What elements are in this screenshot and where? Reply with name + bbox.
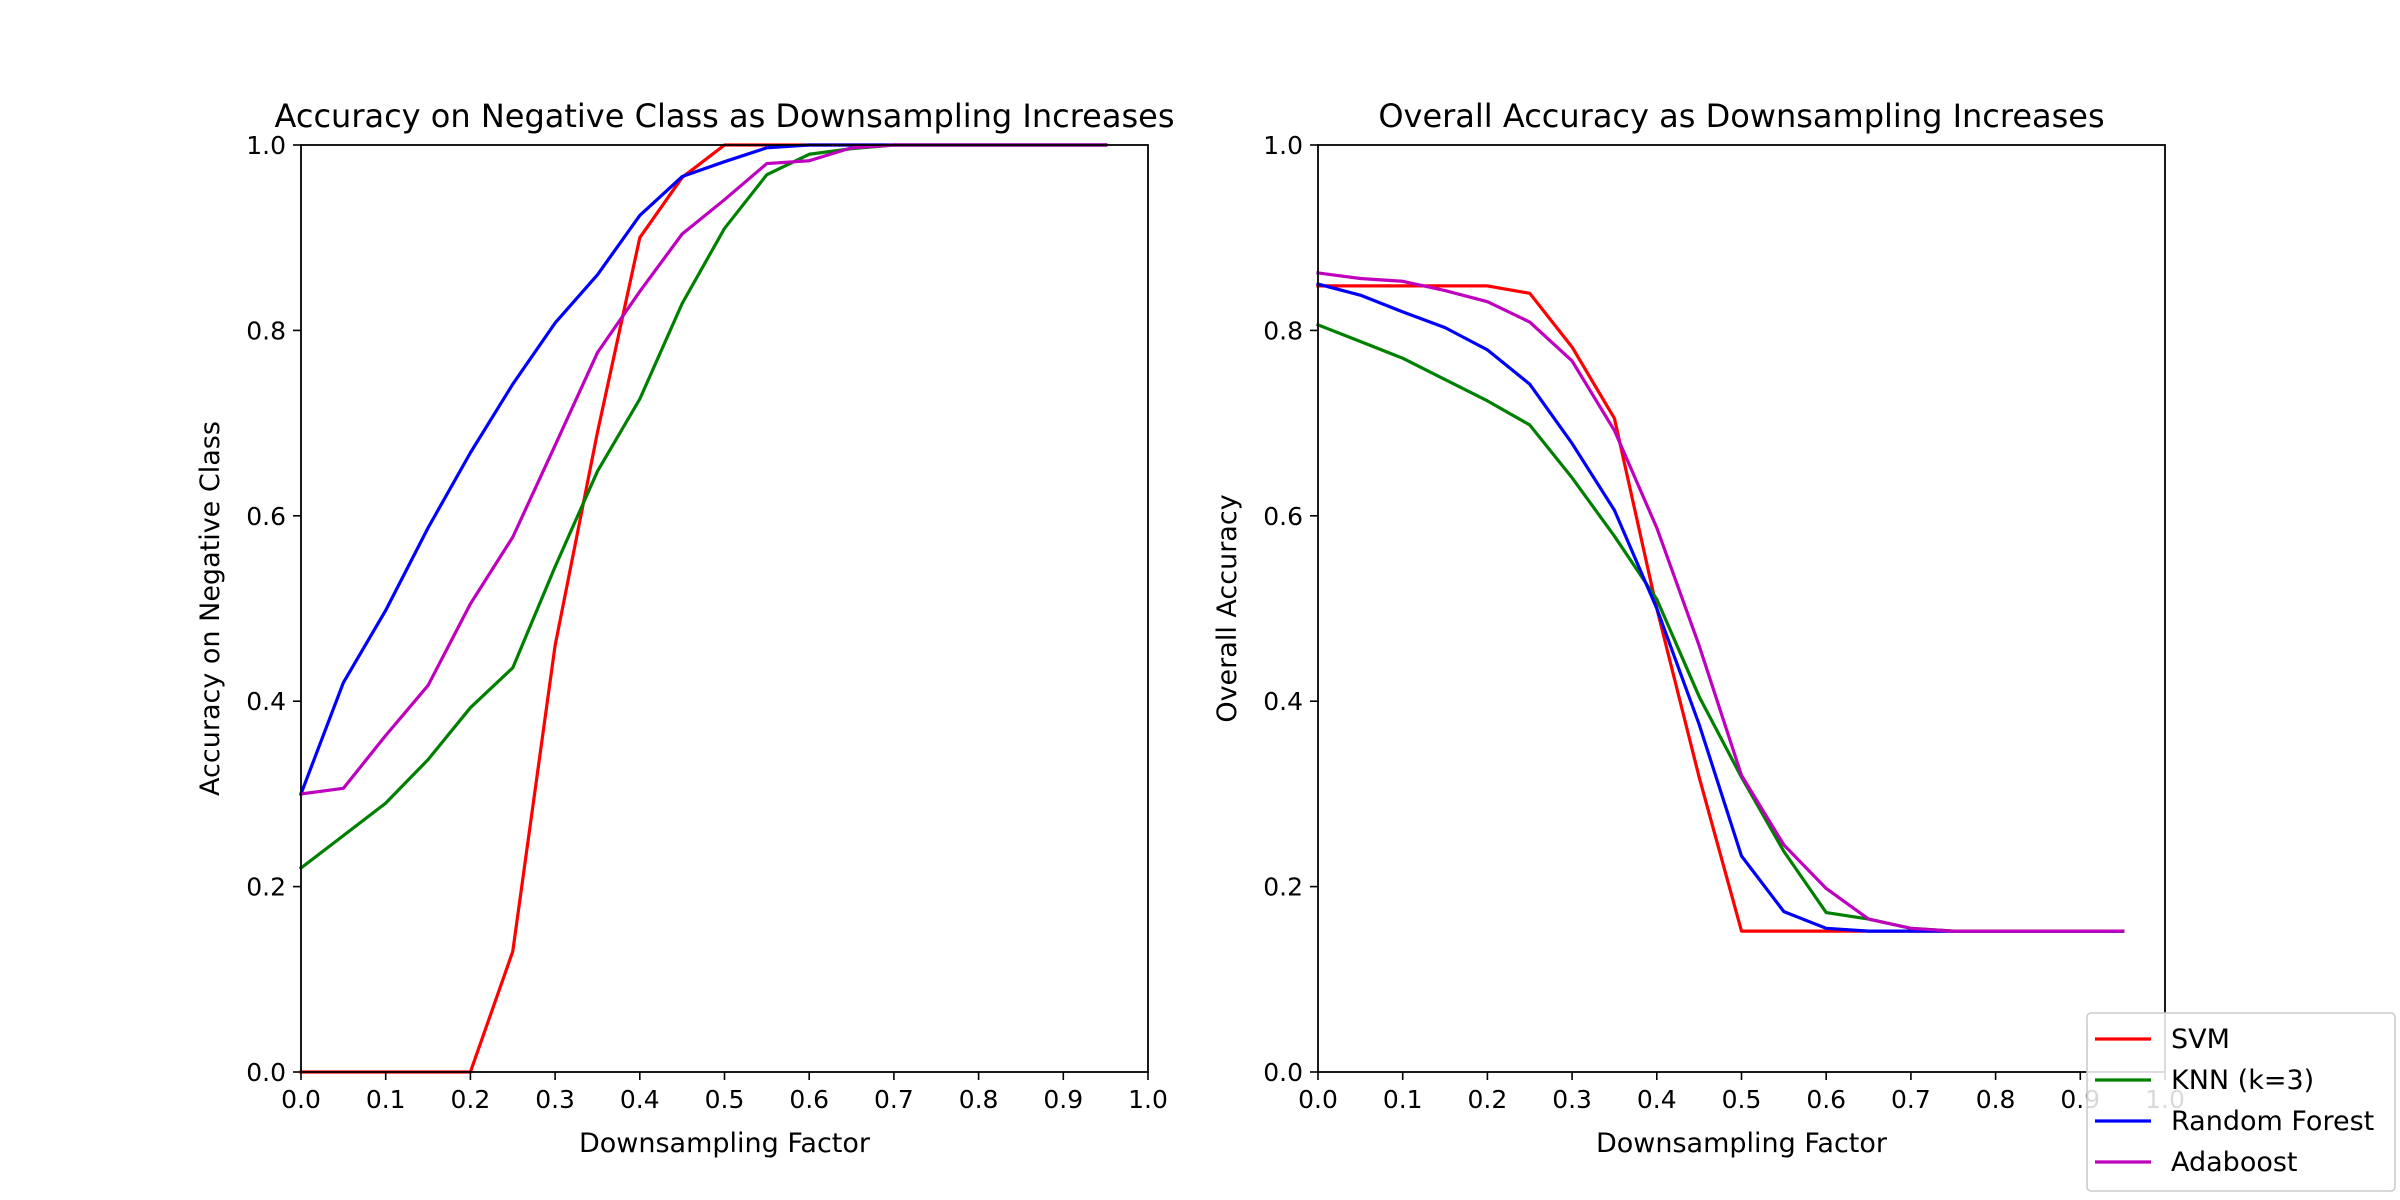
x-axis-label: Downsampling Factor bbox=[579, 1128, 871, 1159]
y-tick-label: 0.8 bbox=[246, 316, 286, 345]
x-tick-label: 0.8 bbox=[1976, 1085, 2016, 1114]
chart-title: Overall Accuracy as Downsampling Increas… bbox=[1378, 97, 2104, 135]
x-tick-label: 0.8 bbox=[959, 1085, 999, 1114]
y-axis-label: Overall Accuracy bbox=[1212, 494, 1243, 722]
x-tick-label: 0.7 bbox=[1891, 1085, 1931, 1114]
x-tick-label: 0.0 bbox=[1298, 1085, 1338, 1114]
chart-title: Accuracy on Negative Class as Downsampli… bbox=[275, 97, 1175, 135]
y-tick-label: 0.2 bbox=[246, 873, 286, 902]
chart-overall-accuracy: 0.00.10.20.30.40.50.60.70.80.91.00.00.20… bbox=[1212, 97, 2185, 1159]
legend-label-knn-k-3: KNN (k=3) bbox=[2171, 1065, 2314, 1096]
x-tick-label: 0.0 bbox=[281, 1085, 321, 1114]
plot-frame bbox=[1317, 144, 2166, 1073]
y-tick-label: 0.4 bbox=[1263, 687, 1303, 716]
x-tick-label: 0.1 bbox=[1383, 1085, 1423, 1114]
series-line-adaboost bbox=[299, 143, 1108, 796]
x-tick-label: 1.0 bbox=[1128, 1085, 1168, 1114]
y-tick-label: 1.0 bbox=[1263, 131, 1303, 160]
x-tick-label: 0.3 bbox=[1552, 1085, 1592, 1114]
y-tick-label: 0.0 bbox=[1263, 1058, 1303, 1087]
x-tick-label: 0.6 bbox=[789, 1085, 829, 1114]
x-tick-label: 0.5 bbox=[705, 1085, 745, 1114]
y-tick-label: 0.8 bbox=[1263, 316, 1303, 345]
x-tick-label: 0.9 bbox=[1043, 1085, 1083, 1114]
series-line-adaboost bbox=[1316, 271, 2125, 933]
y-tick-label: 0.6 bbox=[1263, 502, 1303, 531]
legend: SVM KNN (k=3) Random Forest Adaboost bbox=[2086, 1012, 2396, 1192]
y-tick-label: 0.4 bbox=[246, 687, 286, 716]
legend-label-adaboost: Adaboost bbox=[2171, 1147, 2298, 1178]
series-line-svm bbox=[1316, 284, 2125, 933]
y-tick-label: 0.2 bbox=[1263, 873, 1303, 902]
x-tick-label: 0.1 bbox=[366, 1085, 406, 1114]
series-line-knn-k-3 bbox=[298, 143, 1108, 871]
x-tick-label: 0.6 bbox=[1806, 1085, 1846, 1114]
y-axis-label: Accuracy on Negative Class bbox=[195, 421, 226, 796]
y-tick-label: 0.0 bbox=[246, 1058, 286, 1087]
chart-negative-class-accuracy: 0.0 0.1 0.2 0.3 0.4 0.5 0.6 0.7 0.8 0.9 1.0 0.0 0.2 0… bbox=[195, 97, 1174, 1159]
series-line-svm bbox=[299, 143, 1108, 1074]
legend-label-svm: SVM bbox=[2171, 1024, 2230, 1055]
legend-label-random-forest: Random Forest bbox=[2171, 1106, 2374, 1137]
y-tick-label: 0.6 bbox=[246, 502, 286, 531]
series-line-random-forest bbox=[1316, 282, 2125, 933]
x-tick-label: 0.2 bbox=[1468, 1085, 1508, 1114]
x-tick-label: 0.7 bbox=[874, 1085, 914, 1114]
series-line-random-forest bbox=[298, 143, 1108, 796]
x-tick-label: 0.3 bbox=[535, 1085, 575, 1114]
x-tick-label: 0.4 bbox=[620, 1085, 660, 1114]
legend-box bbox=[2086, 1012, 2396, 1192]
x-axis-label: Downsampling Factor bbox=[1596, 1128, 1888, 1159]
plot-frame bbox=[300, 144, 1149, 1073]
series-line-knn-k-3 bbox=[1315, 322, 2125, 933]
x-tick-label: 0.2 bbox=[451, 1085, 491, 1114]
y-tick-label: 1.0 bbox=[246, 131, 286, 160]
x-tick-label: 0.5 bbox=[1722, 1085, 1762, 1114]
x-tick-label: 0.4 bbox=[1637, 1085, 1677, 1114]
